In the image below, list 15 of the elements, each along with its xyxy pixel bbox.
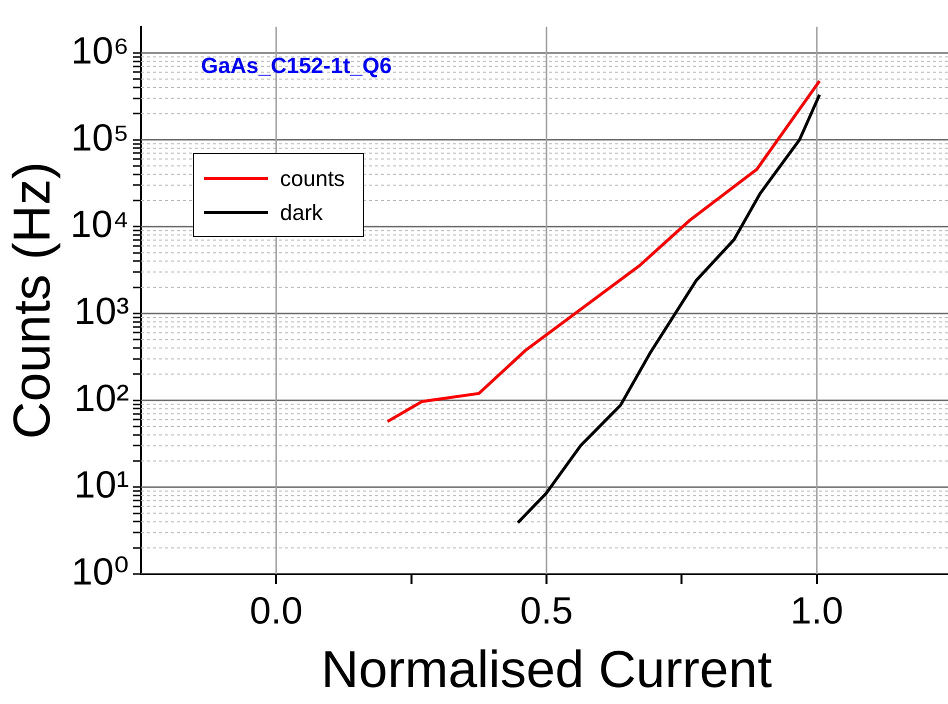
- legend-label: dark: [280, 200, 323, 226]
- y-tick-label: 10³: [74, 290, 129, 333]
- legend-label: counts: [280, 166, 345, 192]
- y-tick-label: 10⁰: [71, 551, 129, 594]
- y-tick-label: 10²: [74, 378, 129, 420]
- y-tick-label: 10⁶: [71, 30, 129, 72]
- y-tick-label: 10⁴: [70, 204, 129, 246]
- y-axis-title: Counts (Hz): [4, 162, 62, 440]
- text: GaAs_C152-1t_Q6: [200, 52, 392, 79]
- y-tick-label: 10⁵: [70, 117, 129, 160]
- x-tick-label: 0.0: [250, 590, 303, 632]
- x-tick-label: 0.5: [520, 590, 573, 632]
- y-tick-label: 10¹: [74, 464, 129, 507]
- x-tick-label: 1.0: [790, 590, 844, 632]
- x-axis-title: Normalised Current: [321, 641, 772, 700]
